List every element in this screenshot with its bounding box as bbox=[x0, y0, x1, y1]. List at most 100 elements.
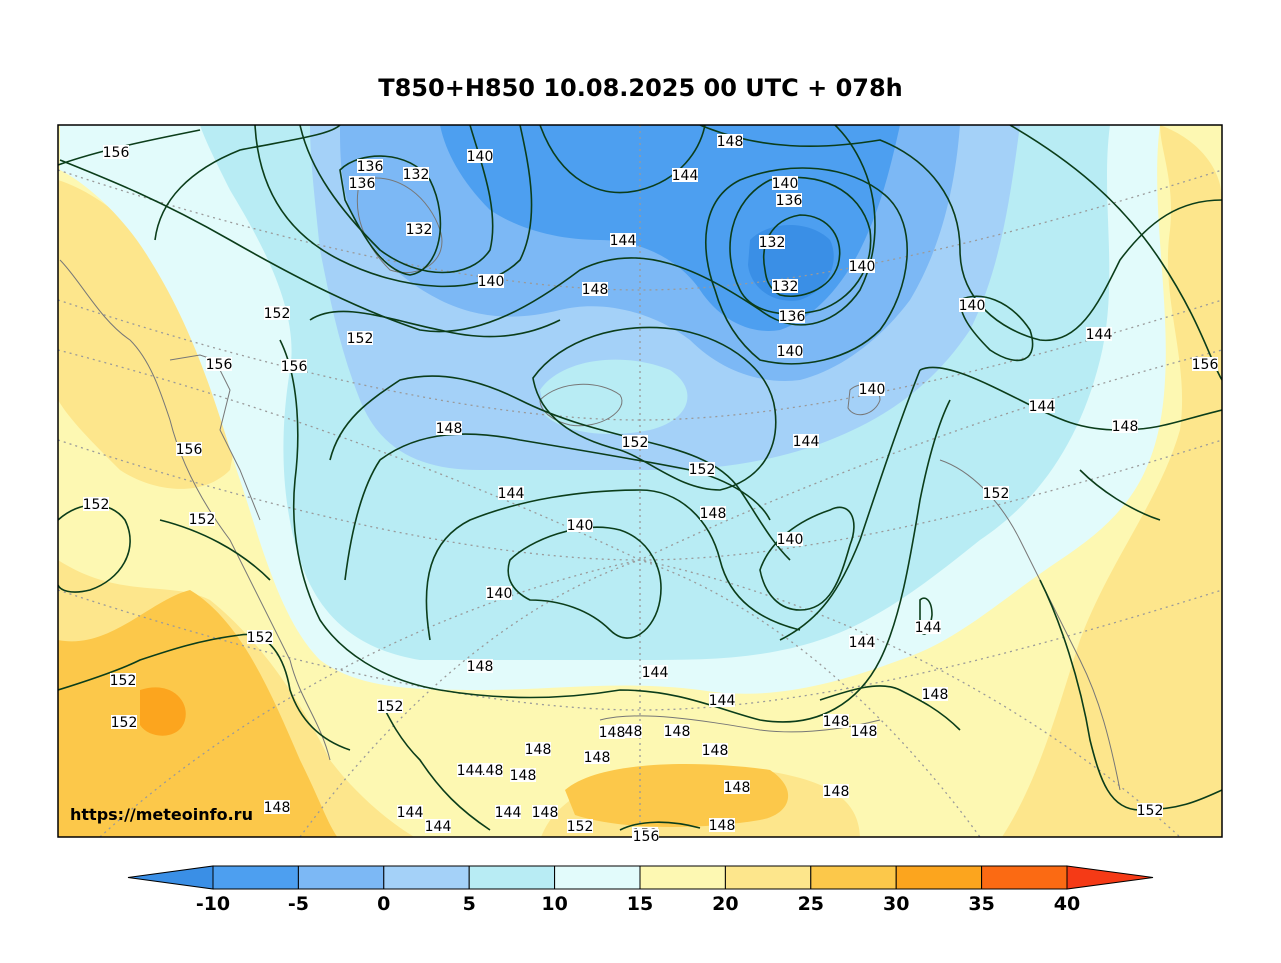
contour-label: 156 bbox=[1192, 357, 1219, 373]
contour-label: 148 bbox=[851, 724, 878, 740]
contour-label: 140 bbox=[478, 274, 505, 290]
colorbar-tick-label: 40 bbox=[1054, 893, 1080, 915]
contour-label: 148 bbox=[264, 800, 291, 816]
contour-label-background bbox=[347, 331, 373, 345]
contour-label: 156 bbox=[633, 829, 660, 845]
contour-label: 132 bbox=[772, 279, 799, 295]
contour-label-background bbox=[567, 819, 593, 833]
contour-label-background bbox=[724, 780, 750, 794]
contour-label-background bbox=[406, 222, 432, 236]
colorbar-segment bbox=[810, 865, 897, 890]
contour-label-background bbox=[777, 532, 803, 546]
contour-label-background bbox=[584, 750, 610, 764]
contour-label: 144 bbox=[642, 665, 669, 681]
colorbar-tick-label: -5 bbox=[288, 893, 309, 915]
colorbar-max-arrow bbox=[1066, 865, 1154, 890]
contour-label-background bbox=[1086, 327, 1112, 341]
contour-label-background bbox=[1192, 357, 1218, 371]
contour-label-background bbox=[642, 665, 668, 679]
contour-label: 148 bbox=[724, 780, 751, 796]
contour-label-background bbox=[672, 168, 698, 182]
contour-label-background bbox=[622, 435, 648, 449]
contour-label: 148 bbox=[702, 743, 729, 759]
contour-label-background bbox=[1137, 803, 1163, 817]
contour-label: 148 bbox=[700, 506, 727, 522]
contour-label: 152 bbox=[247, 630, 274, 646]
contour-label-background bbox=[664, 724, 690, 738]
contour-label: 144 bbox=[672, 168, 699, 184]
contour-label-background bbox=[776, 193, 802, 207]
colorbar-segment bbox=[212, 865, 299, 890]
contour-label: 148 bbox=[664, 724, 691, 740]
contour-label: 152 bbox=[189, 512, 216, 528]
contour-label-background bbox=[849, 635, 875, 649]
contour-label-background bbox=[377, 699, 403, 713]
map-title: T850+H850 10.08.2025 00 UTC + 078h bbox=[378, 74, 903, 102]
contour-label-background bbox=[599, 725, 625, 739]
colorbar: -10 -5 0 5 10 15 20 25 30 35 40 bbox=[127, 865, 1154, 915]
colorbar-tick-label: 20 bbox=[712, 893, 738, 915]
contour-label-background bbox=[959, 298, 985, 312]
contour-label: 144 bbox=[495, 805, 522, 821]
contour-label-background bbox=[859, 382, 885, 396]
contour-label: 140 bbox=[567, 518, 594, 534]
contour-label-background bbox=[849, 259, 875, 273]
contour-label-background bbox=[206, 357, 232, 371]
contour-label-background bbox=[264, 800, 290, 814]
contour-label-background bbox=[110, 673, 136, 687]
colorbar-segment bbox=[724, 865, 812, 890]
contour-label: 148 bbox=[532, 805, 559, 821]
contour-label: 144 bbox=[498, 486, 525, 502]
contour-label: 152 bbox=[377, 699, 404, 715]
contour-label: 148 bbox=[436, 421, 463, 437]
contour-label: 140 bbox=[959, 298, 986, 314]
contour-label-background bbox=[467, 659, 493, 673]
contour-label: 156 bbox=[176, 442, 203, 458]
contour-label-background bbox=[717, 134, 743, 148]
contour-label-background bbox=[700, 506, 726, 520]
contour-label: 156 bbox=[103, 145, 130, 161]
contour-label-background bbox=[983, 486, 1009, 500]
contour-label-background bbox=[83, 497, 109, 511]
contour-label: 148 bbox=[582, 282, 609, 298]
colorbar-tick-label: 5 bbox=[463, 893, 476, 915]
contour-label-background bbox=[457, 763, 483, 777]
contour-label: 140 bbox=[467, 149, 494, 165]
contour-label-background bbox=[610, 233, 636, 247]
contour-label: 136 bbox=[776, 193, 803, 209]
contour-label: 148 bbox=[823, 784, 850, 800]
contour-label-background bbox=[467, 149, 493, 163]
contour-label: 152 bbox=[111, 715, 138, 731]
contour-label-background bbox=[1112, 419, 1138, 433]
contour-label-background bbox=[525, 742, 551, 756]
contour-label-background bbox=[349, 176, 375, 190]
contour-label-background bbox=[478, 274, 504, 288]
contour-label-background bbox=[567, 518, 593, 532]
contour-label-background bbox=[436, 421, 462, 435]
contour-label-background bbox=[281, 359, 307, 373]
source-url[interactable]: https://meteoinfo.ru bbox=[70, 805, 253, 824]
colorbar-segment bbox=[895, 865, 983, 890]
contour-label: 148 bbox=[709, 818, 736, 834]
contour-label-background bbox=[823, 784, 849, 798]
contour-label-background bbox=[403, 167, 429, 181]
contour-label: 140 bbox=[849, 259, 876, 275]
contour-label: 136 bbox=[349, 176, 376, 192]
colorbar-segment bbox=[297, 865, 385, 890]
contour-label: 144 bbox=[1086, 327, 1113, 343]
contour-label: 144 bbox=[457, 763, 484, 779]
contour-label-background bbox=[793, 434, 819, 448]
colorbar-min-arrow bbox=[127, 865, 214, 890]
contour-label-background bbox=[633, 829, 659, 843]
contour-label: 140 bbox=[777, 344, 804, 360]
contour-label: 148 bbox=[467, 659, 494, 675]
contour-label: 152 bbox=[622, 435, 649, 451]
contour-label: 148 bbox=[584, 750, 611, 766]
contour-label: 148 bbox=[599, 725, 626, 741]
colorbar-segment bbox=[383, 865, 470, 890]
contour-label: 136 bbox=[779, 309, 806, 325]
contour-label: 148 bbox=[922, 687, 949, 703]
contour-label: 136 bbox=[357, 159, 384, 175]
